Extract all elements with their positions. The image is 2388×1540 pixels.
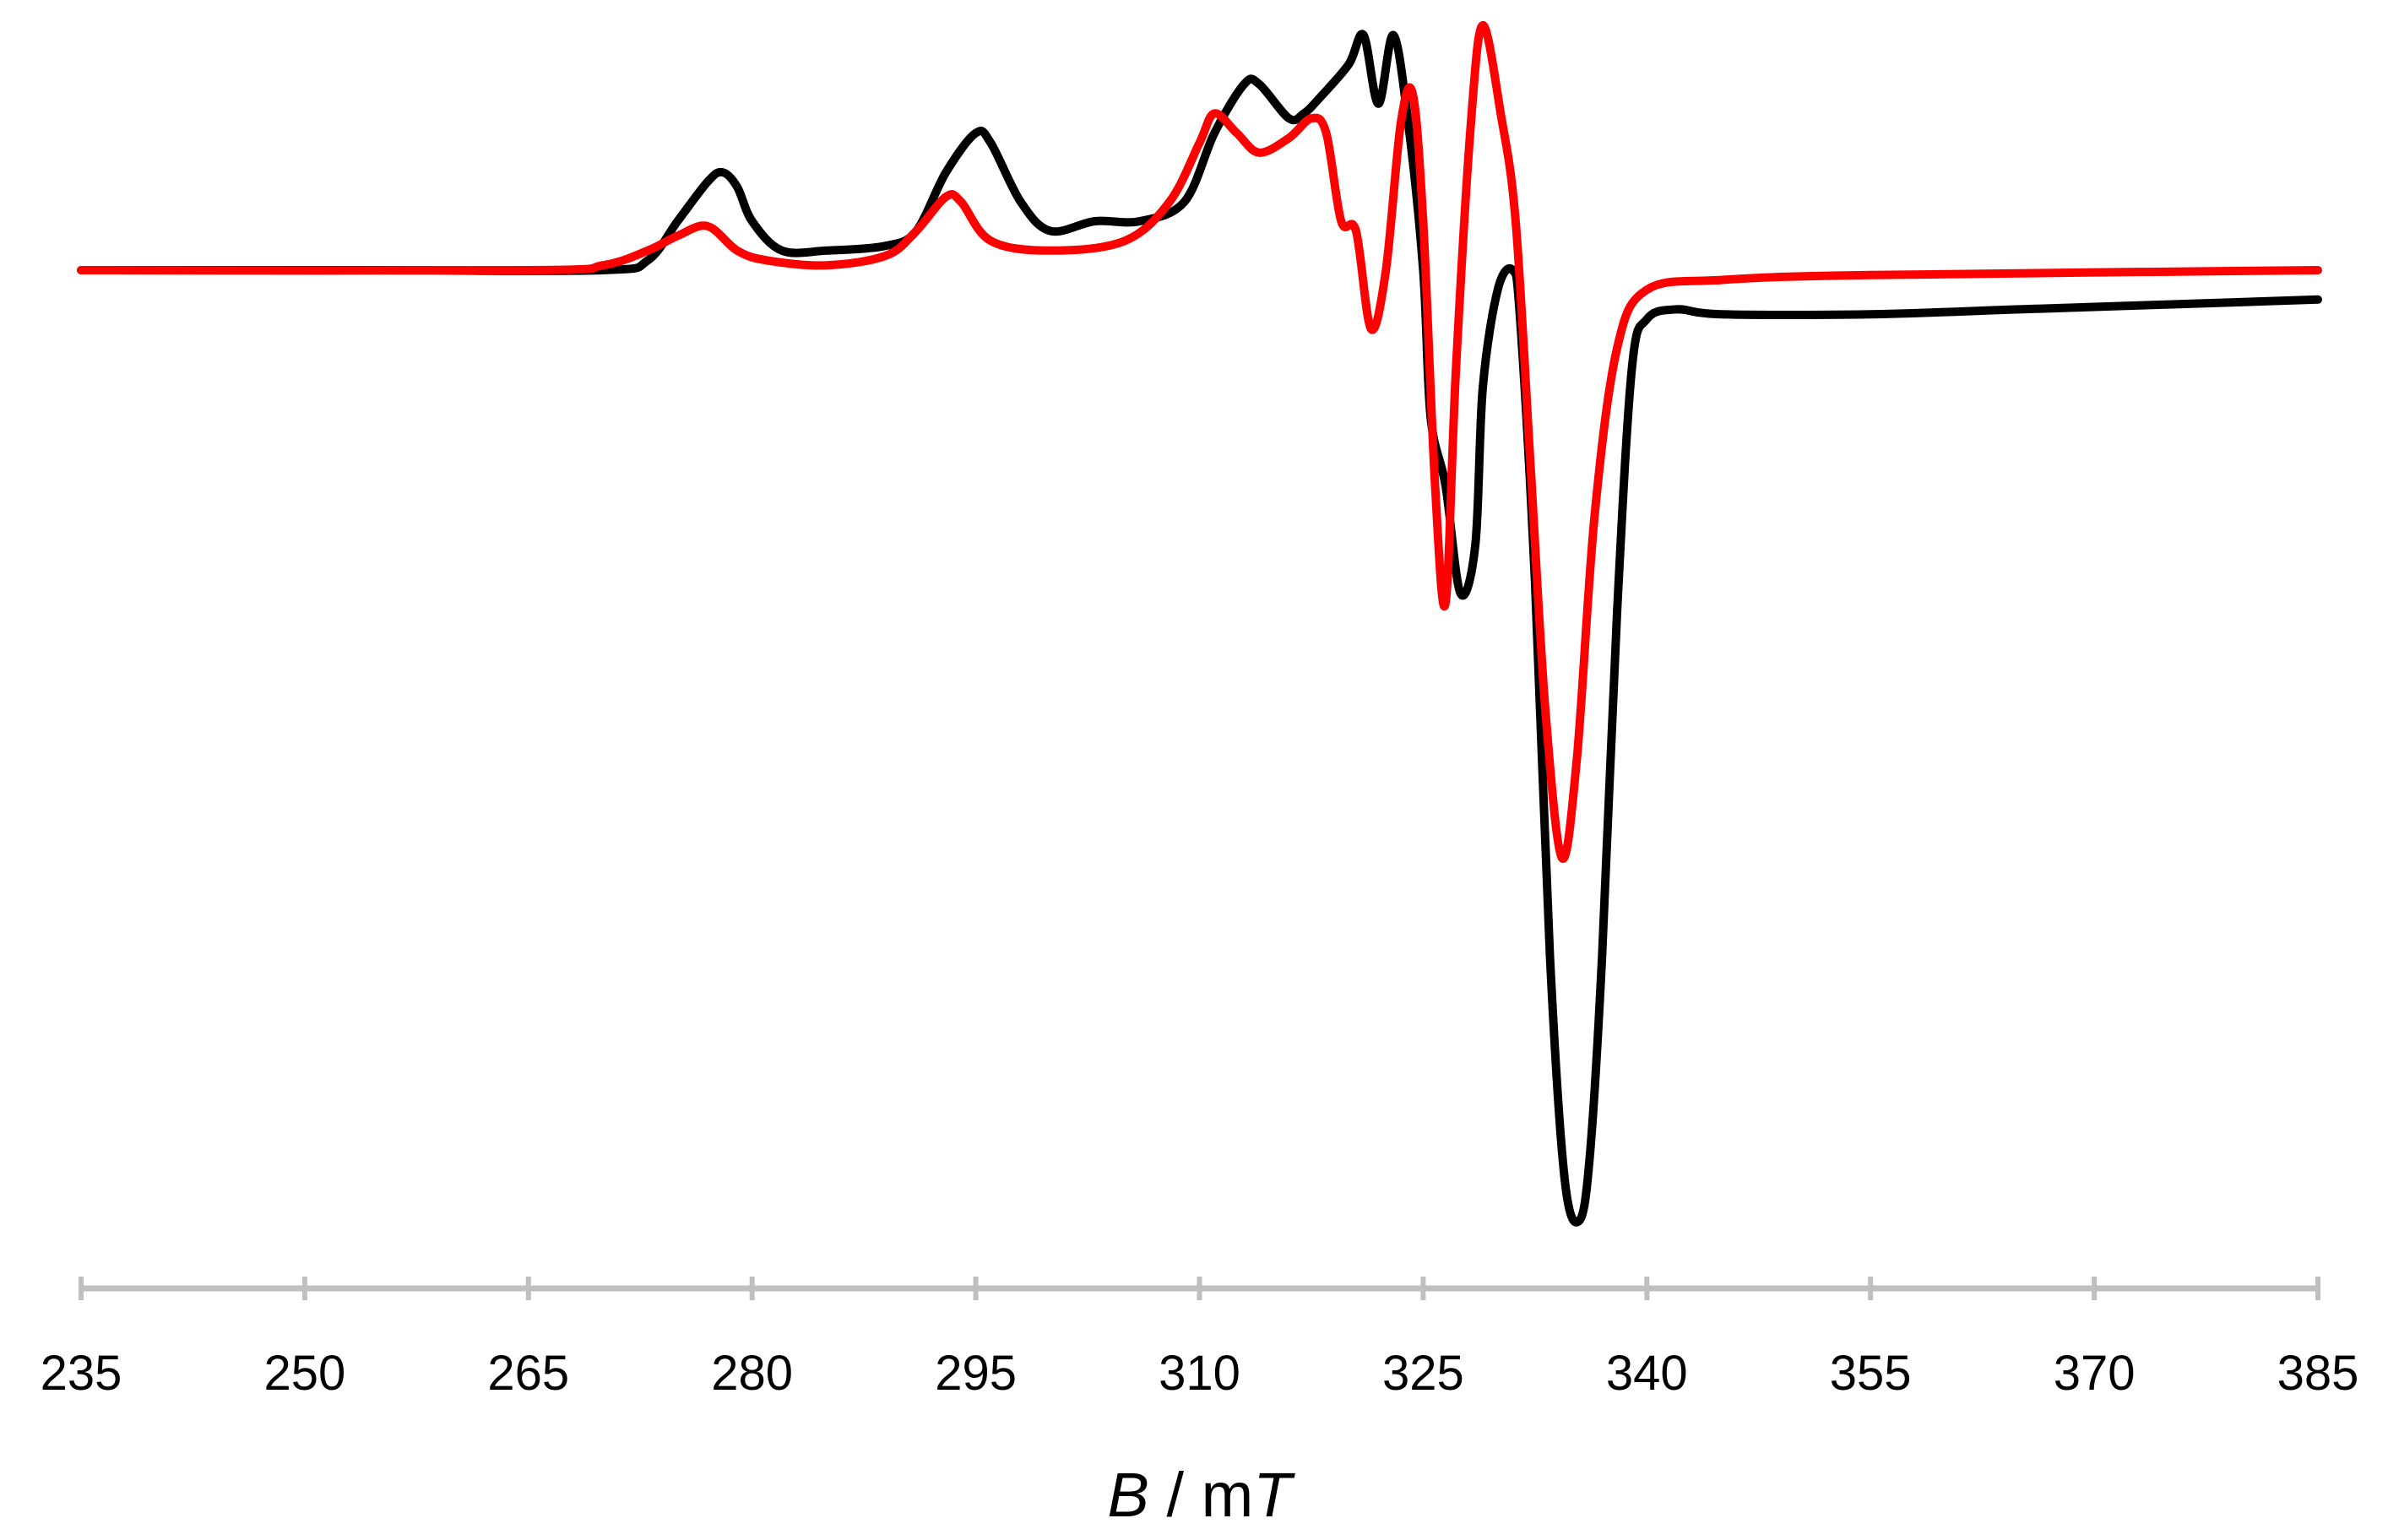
x-axis-unit: T xyxy=(1253,1460,1295,1530)
x-tick-label: 265 xyxy=(487,1346,569,1401)
x-tick-label: 370 xyxy=(2054,1346,2136,1401)
x-tick-label: 310 xyxy=(1159,1346,1240,1401)
x-tick-label: 295 xyxy=(935,1346,1017,1401)
x-axis-separator: / m xyxy=(1149,1460,1253,1530)
series-layer xyxy=(77,20,2322,1227)
series-line-experimental xyxy=(77,30,2322,1227)
series-line-simulated xyxy=(77,20,2322,864)
x-tick-label: 325 xyxy=(1382,1346,1464,1401)
x-axis-title: B / mT xyxy=(1108,1460,1296,1530)
x-tick-label: 340 xyxy=(1606,1346,1688,1401)
x-tick-layer: 235 250 265 280 295 310 325 340 355 370 385 xyxy=(41,1277,2359,1401)
x-tick-label: 280 xyxy=(711,1346,793,1401)
x-tick-label: 355 xyxy=(1830,1346,1912,1401)
x-axis-variable: B xyxy=(1108,1460,1149,1530)
x-tick-label: 235 xyxy=(41,1346,122,1401)
x-tick-label: 385 xyxy=(2277,1346,2359,1401)
x-tick-label: 250 xyxy=(264,1346,346,1401)
